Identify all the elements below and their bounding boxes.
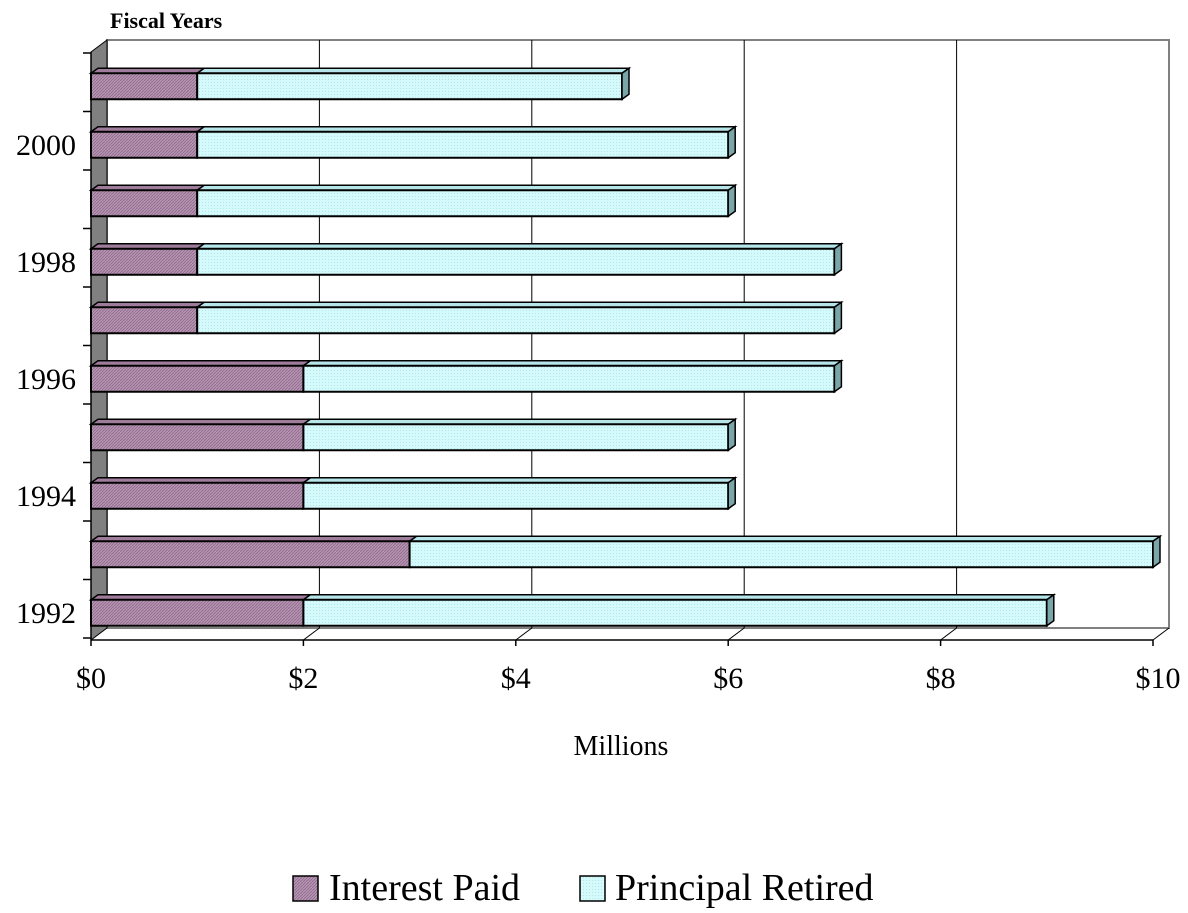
y-tick-label: 1998: [16, 246, 76, 279]
bar-front-face: [408, 540, 1155, 569]
chart-title: Fiscal Years: [110, 8, 223, 33]
bar-side-face: [1046, 593, 1055, 628]
bar-front-face: [196, 306, 836, 335]
bar-principal-retired-1996: [301, 359, 844, 394]
bar-front-face: [196, 130, 730, 159]
bar-principal-retired-1999: [194, 183, 738, 218]
bar-interest-paid-1994: [88, 477, 313, 510]
bar-interest-paid-1999: [88, 184, 207, 218]
bar-principal-retired-1992: [301, 593, 1057, 628]
bar-side-face: [621, 66, 630, 101]
bar-front-face: [196, 189, 730, 218]
bar-principal-retired-2000: [194, 125, 738, 160]
bar-front-face: [302, 481, 730, 510]
bar-side-face: [1152, 534, 1161, 569]
y-axis-ticks: 1992 1994 1996 1998 2000: [16, 52, 91, 639]
floor-right-edge: [1152, 627, 1170, 641]
x-tick-label: $2: [288, 662, 318, 695]
floor-gridline: [940, 627, 957, 641]
bar-front-face: [302, 364, 836, 393]
x-tick-label: $6: [713, 662, 743, 695]
floor-gridline: [727, 627, 745, 641]
bar-front-face: [90, 72, 199, 101]
y-tick-label: 1996: [16, 363, 76, 396]
bar-front-face: [90, 540, 411, 569]
bars-group: [88, 66, 1163, 628]
bar-side-face: [833, 242, 843, 277]
bar-front-face: [90, 598, 305, 627]
x-tick-label: $0: [76, 662, 106, 695]
bar-principal-retired-1995: [301, 417, 738, 452]
bar-interest-paid-2000: [88, 126, 207, 159]
legend-swatch-principal-retired: [579, 875, 606, 902]
floor-gridline: [303, 627, 320, 641]
bar-side-face: [727, 125, 736, 160]
x-tick-label: $10: [1136, 662, 1181, 695]
bar-principal-retired-1994: [301, 476, 738, 511]
bar-interest-paid-1996: [88, 360, 313, 393]
bar-side-face: [727, 417, 736, 452]
x-axis-ticks: $0 $2 $4 $6 $8 $10: [76, 640, 1181, 695]
y-tick-label: 1992: [16, 597, 76, 630]
bar-front-face: [90, 247, 199, 276]
bar-front-face: [90, 423, 305, 452]
bar-front-face: [90, 306, 199, 335]
floor-gridline: [515, 627, 533, 641]
bar-front-face: [90, 481, 305, 510]
bar-interest-paid-1998: [88, 243, 207, 276]
bar-front-face: [196, 72, 623, 101]
x-axis-label: Millions: [574, 731, 669, 762]
bar-principal-retired-1997: [194, 300, 844, 335]
bar-side-face: [727, 476, 736, 511]
bar-side-face: [833, 359, 843, 394]
bar-side-face: [833, 300, 843, 335]
bar-principal-retired-1998: [194, 242, 844, 277]
legend-label-principal-retired: Principal Retired: [615, 867, 874, 909]
bar-side-face: [727, 183, 736, 218]
bar-front-face: [302, 598, 1048, 627]
bar-principal-retired-2001: [194, 66, 632, 101]
legend: Interest Paid Principal Retired: [292, 867, 874, 909]
bar-front-face: [302, 423, 730, 452]
bar-interest-paid-1995: [88, 418, 313, 452]
legend-swatch-interest-paid: [292, 875, 319, 902]
y-tick-label: 2000: [16, 129, 76, 162]
bar-interest-paid-1997: [88, 301, 207, 335]
bar-front-face: [90, 130, 199, 159]
bar-interest-paid-1993: [88, 535, 419, 569]
bar-front-face: [90, 364, 305, 393]
bar-front-face: [90, 189, 199, 218]
legend-label-interest-paid: Interest Paid: [329, 867, 520, 909]
bar-interest-paid-1992: [88, 594, 313, 627]
bar-front-face: [196, 247, 836, 276]
bar-interest-paid-2001: [88, 67, 207, 101]
bar-principal-retired-1993: [407, 534, 1163, 569]
y-tick-label: 1994: [16, 480, 76, 513]
x-tick-label: $4: [501, 662, 531, 695]
x-tick-label: $8: [926, 662, 956, 695]
